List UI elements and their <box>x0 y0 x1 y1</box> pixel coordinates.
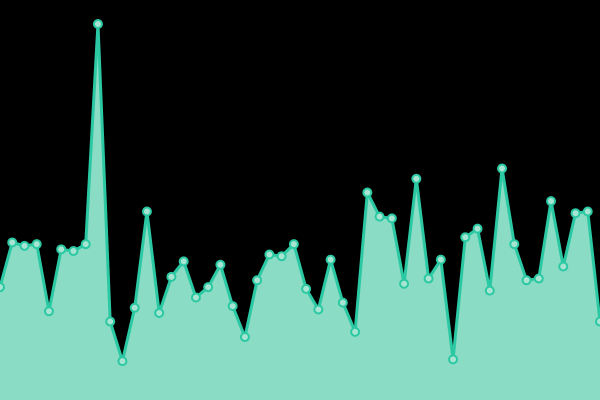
area-fill-path <box>0 24 600 400</box>
data-point-marker <box>509 239 520 250</box>
data-point-marker <box>239 332 250 343</box>
data-point-marker <box>31 239 42 250</box>
data-point-marker <box>276 251 287 262</box>
data-point-marker <box>460 232 471 243</box>
data-point-marker <box>129 302 140 313</box>
data-point-marker <box>558 261 569 272</box>
data-point-marker <box>68 246 79 257</box>
data-point-marker <box>190 292 201 303</box>
data-point-marker <box>252 275 263 286</box>
data-point-marker <box>386 213 397 224</box>
data-point-marker <box>435 254 446 265</box>
data-point-marker <box>203 282 214 293</box>
data-point-marker <box>166 271 177 282</box>
data-point-marker <box>325 254 336 265</box>
data-point-marker <box>411 173 422 184</box>
data-point-marker <box>288 239 299 250</box>
data-point-marker <box>0 282 5 293</box>
data-point-marker <box>497 163 508 174</box>
data-point-marker <box>521 275 532 286</box>
data-point-marker <box>350 326 361 337</box>
data-point-marker <box>117 356 128 367</box>
data-point-marker <box>301 283 312 294</box>
data-point-marker <box>105 316 116 327</box>
data-point-marker <box>484 285 495 296</box>
data-point-marker <box>399 278 410 289</box>
data-point-marker <box>362 187 373 198</box>
data-point-marker <box>56 244 67 255</box>
data-point-marker <box>448 354 459 365</box>
data-point-marker <box>215 259 226 270</box>
data-point-marker <box>595 316 600 327</box>
data-point-marker <box>154 307 165 318</box>
data-point-marker <box>313 304 324 315</box>
data-point-marker <box>374 211 385 222</box>
data-point-marker <box>546 196 557 207</box>
data-point-marker <box>533 273 544 284</box>
data-point-marker <box>178 256 189 267</box>
data-point-markers <box>0 19 600 367</box>
data-point-marker <box>80 239 91 250</box>
data-point-marker <box>264 249 275 260</box>
area-line-path <box>0 22 600 363</box>
data-point-marker <box>43 306 54 317</box>
data-point-marker <box>141 206 152 217</box>
data-point-marker <box>92 19 103 29</box>
data-point-marker <box>472 223 483 234</box>
data-point-marker <box>7 237 18 248</box>
data-point-marker <box>227 301 238 312</box>
data-point-marker <box>582 206 593 217</box>
data-point-marker <box>19 240 30 251</box>
data-point-marker <box>570 208 581 219</box>
data-point-marker <box>423 273 434 284</box>
data-point-marker <box>337 297 348 308</box>
